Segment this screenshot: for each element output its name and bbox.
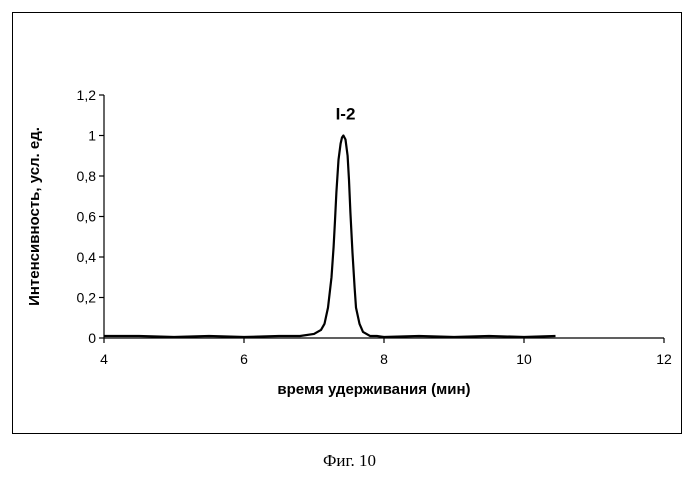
y-tick-label: 0,8 [77,168,97,184]
x-tick-label: 6 [240,351,248,367]
peak-label: I-2 [336,104,356,123]
chart-frame: 0 0,2 0,4 0,6 0,8 1 1,2 4 6 8 10 12 Интенсивность,… [12,12,682,434]
x-tick-label: 10 [516,351,532,367]
y-tick-label: 1,2 [77,87,97,103]
x-tick-label: 12 [656,351,672,367]
y-tick-label: 0,2 [77,290,97,306]
y-axis-ticks: 0 0,2 0,4 0,6 0,8 1 1,2 [77,87,104,346]
x-axis-title: время удерживания (мин) [277,381,470,398]
y-tick-label: 1 [88,128,96,144]
y-tick-label: 0,6 [77,209,97,225]
x-tick-label: 4 [100,351,108,367]
series-line [104,136,556,337]
annotations: I-2 [336,104,356,123]
x-tick-label: 8 [380,351,388,367]
axes [104,95,664,338]
y-tick-label: 0,4 [77,249,97,265]
x-axis-ticks: 4 6 8 10 12 [100,338,672,367]
chromatogram-chart: 0 0,2 0,4 0,6 0,8 1 1,2 4 6 8 10 12 Интенсивность,… [13,13,683,435]
y-tick-label: 0 [88,330,96,346]
y-axis-title: Интенсивность, усл. ед. [26,127,43,306]
figure-caption: Фиг. 10 [0,451,699,471]
